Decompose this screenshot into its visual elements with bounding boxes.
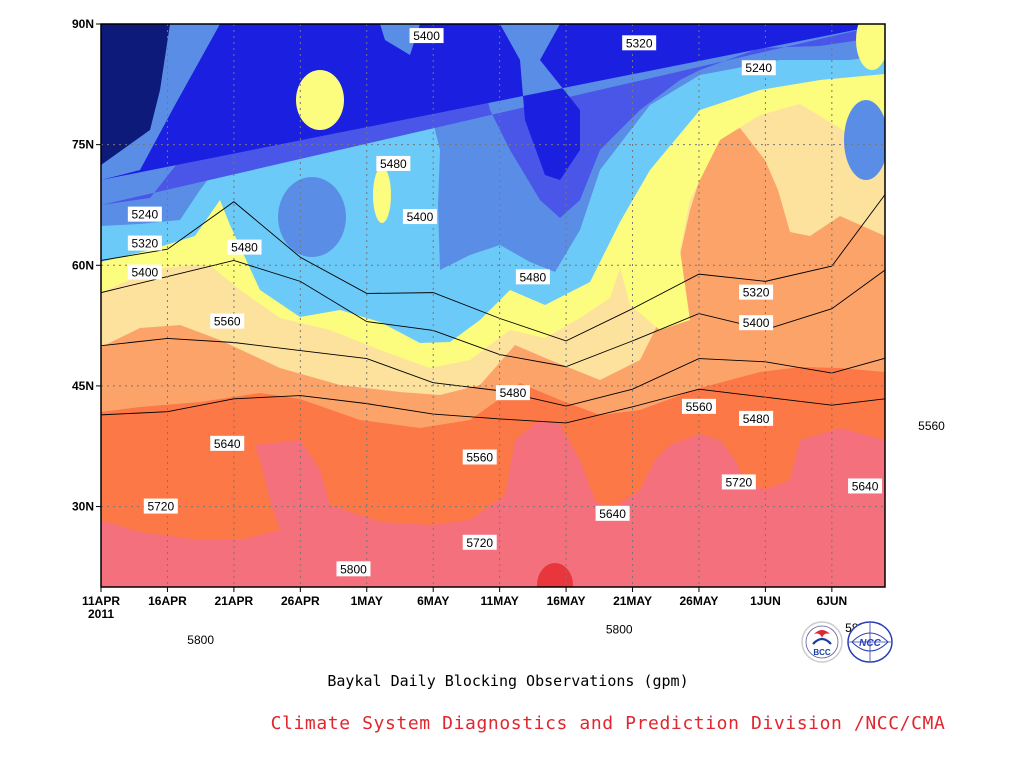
y-tick-label: 75N	[72, 138, 94, 152]
contour-label-value: 5800	[187, 633, 214, 647]
contour-label: 5480	[515, 269, 550, 285]
contour-label: 5560	[462, 449, 497, 465]
x-tick-label: 6JUN	[817, 594, 848, 608]
bluepatch-26apr	[278, 177, 346, 257]
y-tick-label: 90N	[72, 17, 94, 31]
contour-label: 5320	[739, 284, 774, 300]
bluepatch-6jun	[844, 100, 885, 180]
contour-label-value: 5720	[725, 475, 752, 489]
contour-label-value: 5400	[407, 210, 434, 224]
contour-label-value: 5400	[743, 316, 770, 330]
contour-label: 5560	[681, 398, 716, 414]
contour-label: 5480	[495, 385, 530, 401]
contour-label-value: 5240	[131, 208, 158, 222]
x-tick-label: 16APR	[148, 594, 187, 608]
x-tick-label: 1MAY	[351, 594, 383, 608]
contour-line-5640	[101, 338, 885, 407]
x-tick-label: 11APR	[82, 594, 120, 608]
contour-line-5480	[101, 193, 885, 342]
fill-5240-band	[101, 24, 885, 180]
contour-label: 5400	[127, 264, 162, 280]
contour-label-value: 5480	[743, 412, 770, 426]
contour-label: 5320	[622, 35, 657, 51]
y-tick-label: 60N	[72, 258, 94, 272]
contour-label-value: 5400	[413, 29, 440, 43]
contour-label: 5320	[127, 235, 162, 251]
contour-label: 5560	[914, 418, 949, 434]
contour-label: 5640	[210, 435, 245, 451]
contour-label: 5480	[739, 410, 774, 426]
x-tick-label: 1JUN	[750, 594, 781, 608]
plot-frame	[100, 23, 886, 588]
contour-label-value: 5320	[626, 36, 653, 50]
contour-label: 5480	[227, 239, 262, 255]
contour-label-value: 5320	[131, 237, 158, 251]
contour-label-value: 5640	[214, 437, 241, 451]
contour-line-5720	[101, 388, 885, 424]
contour-label: 5240	[127, 206, 162, 222]
bcc-logo: BCC	[800, 620, 844, 664]
contour-lines	[101, 193, 885, 424]
contour-label-value: 5800	[606, 623, 633, 637]
y-axis-ticks: 90N 75N 60N 45N 30N	[72, 17, 101, 514]
red-max-region	[537, 563, 573, 587]
contour-label: 5800	[602, 621, 637, 637]
contour-label-value: 5480	[380, 157, 407, 171]
contour-label-value: 5640	[599, 507, 626, 521]
bcc-logo-text: BCC	[813, 648, 831, 657]
contour-label-value: 5640	[852, 479, 879, 493]
contour-label-value: 5720	[147, 500, 174, 514]
ncc-logo-text: NCC	[859, 638, 881, 649]
contour-label-value: 5320	[743, 286, 770, 300]
x-year-label: 2011	[88, 607, 114, 621]
x-tick-label: 26MAY	[680, 594, 719, 608]
yellow-blob-1may	[373, 167, 391, 223]
contour-label-value: 5480	[520, 270, 547, 284]
contour-label: 5240	[741, 60, 776, 76]
grid	[101, 24, 885, 587]
fill-5400-band	[101, 24, 885, 272]
contour-labels: 5400 5320 5240 5400 5480 5560 5480 5240 5320 5400…	[127, 28, 949, 648]
contour-label: 5720	[721, 474, 756, 490]
contour-label-value: 5480	[500, 386, 527, 400]
contour-label: 5640	[595, 505, 630, 521]
yellow-blob-25apr	[296, 70, 344, 130]
y-tick-label: 45N	[72, 379, 94, 393]
credit-line: Climate System Diagnostics and Predictio…	[270, 713, 946, 734]
contour-label: 5480	[376, 155, 411, 171]
contour-label: 5560	[210, 313, 245, 329]
contour-label: 5400	[409, 28, 444, 44]
fill-below-5240	[101, 24, 170, 165]
contour-label-value: 5800	[340, 562, 367, 576]
contour-label-value: 5560	[466, 451, 493, 465]
contour-label-value: 5720	[466, 536, 493, 550]
contour-label-value: 5560	[686, 400, 713, 414]
x-tick-label: 21MAY	[613, 594, 652, 608]
contour-line-5560	[101, 259, 885, 368]
x-tick-label: 21APR	[215, 594, 254, 608]
contour-label: 5400	[402, 209, 437, 225]
chart-title: Baykal Daily Blocking Observations (gpm)	[327, 672, 689, 690]
y-tick-label: 30N	[72, 500, 94, 514]
contour-label-value: 5400	[131, 266, 158, 280]
contour-label: 5640	[848, 478, 883, 494]
contour-label: 5800	[336, 561, 371, 577]
contour-label-value: 5240	[745, 61, 772, 75]
yellowpatch-ne	[856, 24, 885, 70]
contour-label: 5720	[143, 498, 178, 514]
x-axis-ticks: 11APR 16APR 21APR 26APR 1MAY 6MAY 11MAY 16MAY 21…	[82, 587, 847, 608]
x-tick-label: 11MAY	[481, 594, 519, 608]
x-tick-label: 26APR	[281, 594, 320, 608]
contour-label: 5720	[462, 534, 497, 550]
contour-label-value: 5560	[214, 315, 241, 329]
contour-label: 5800	[183, 632, 218, 648]
contour-label-value: 5480	[231, 241, 258, 255]
contour-label: 5400	[739, 315, 774, 331]
ncc-logo: NCC	[846, 620, 893, 664]
x-tick-label: 6MAY	[417, 594, 449, 608]
contour-label-value: 5560	[918, 419, 945, 433]
x-tick-label: 16MAY	[547, 594, 586, 608]
